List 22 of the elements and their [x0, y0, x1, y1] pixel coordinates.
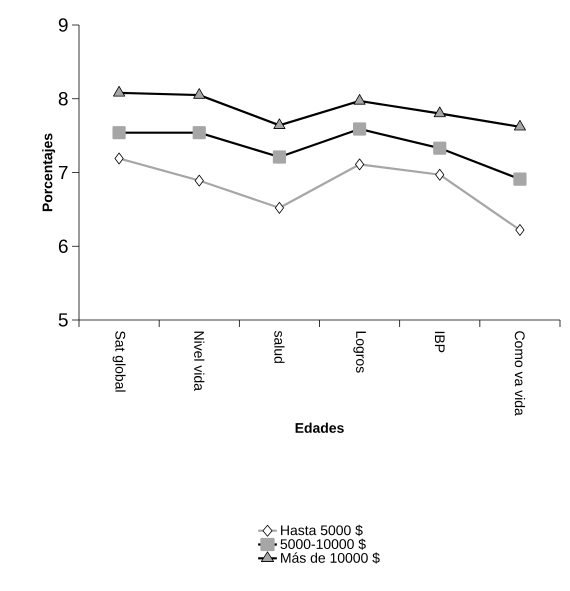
- legend-label: Más de 10000 $: [281, 552, 380, 564]
- point: [434, 106, 446, 118]
- legend-label: 5000-10000 $: [280, 538, 366, 550]
- y-axis-title: Porcentajes: [42, 134, 56, 212]
- point: [354, 94, 366, 105]
- x-tick-label: salud: [274, 330, 285, 363]
- x-tick-label: Sat global: [112, 331, 126, 392]
- y-tick-label: 8: [58, 92, 68, 106]
- point: [113, 86, 126, 96]
- x-tick-label: Nivel vida: [194, 332, 204, 391]
- y-tick-label: 5: [58, 313, 68, 327]
- legend-label: Hasta 5000 $: [281, 524, 363, 536]
- y-tick-label: 7: [58, 166, 68, 180]
- y-tick-label: 6: [58, 240, 68, 253]
- point: [273, 118, 286, 129]
- x-tick-label: IBP: [434, 332, 445, 352]
- point: [193, 88, 206, 99]
- x-axis-title: Edades: [296, 422, 344, 433]
- x-tick-label: Como va vida: [514, 331, 526, 416]
- x-tick-label: Logros: [353, 332, 366, 373]
- y-tick-label: 9: [58, 18, 68, 32]
- point: [514, 120, 526, 130]
